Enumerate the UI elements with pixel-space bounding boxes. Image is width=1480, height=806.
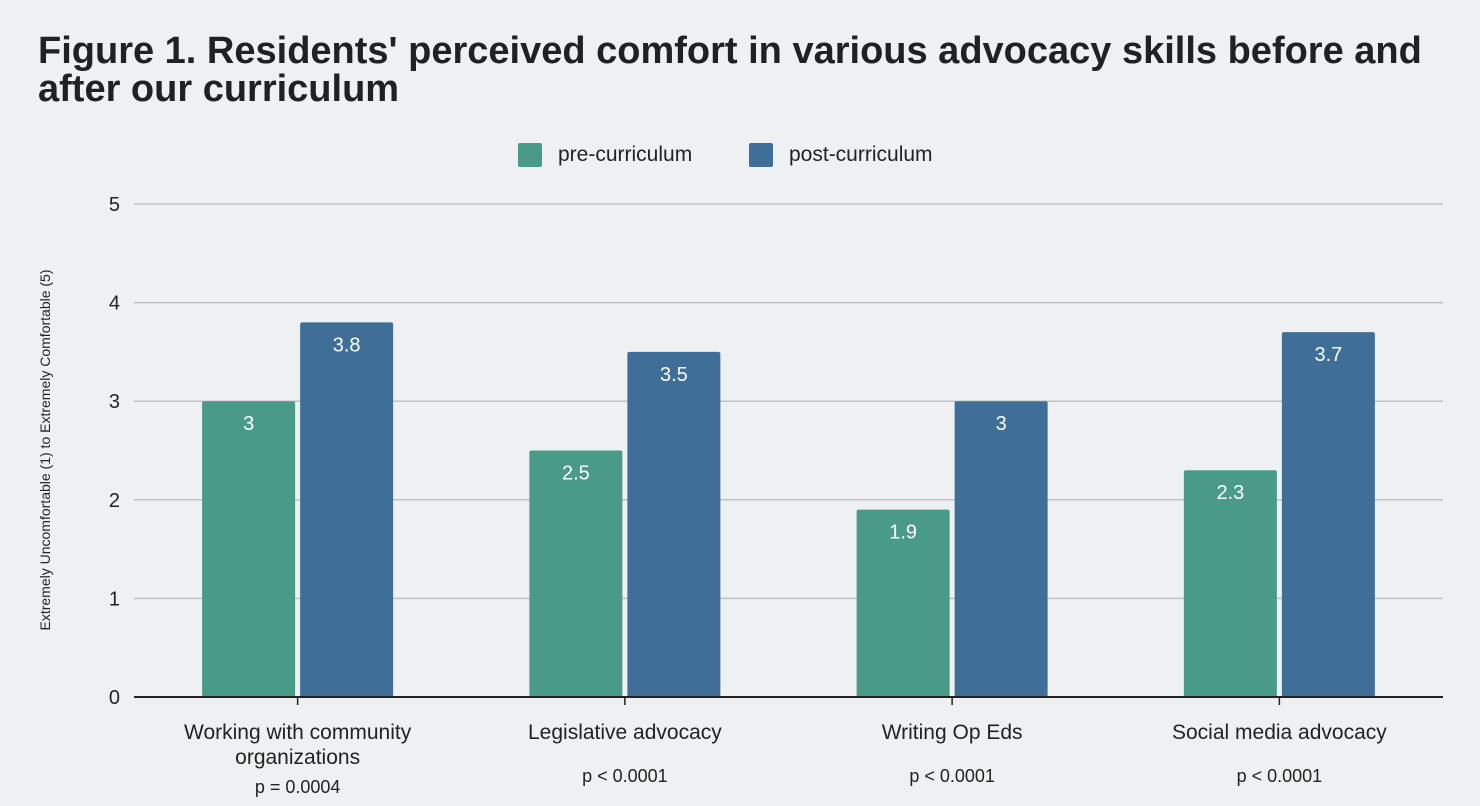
- data-label: 1.9: [889, 522, 917, 544]
- bar-pre-curriculum: [856, 509, 950, 697]
- data-label: 3: [243, 413, 254, 435]
- p-value-annotation: p < 0.0001: [582, 766, 668, 786]
- bar-pre-curriculum: [1183, 470, 1277, 697]
- data-label: 3.5: [660, 364, 688, 386]
- data-label: 2.5: [562, 463, 590, 485]
- data-label: 3.7: [1314, 344, 1342, 366]
- y-tick-label: 1: [109, 588, 120, 610]
- x-tick-label: Writing Op Eds: [882, 721, 1023, 744]
- legend-label: pre-curriculum: [558, 143, 692, 166]
- x-tick-label: Working with community organizations: [184, 721, 412, 769]
- x-tick-label: Social media advocacy: [1172, 721, 1387, 744]
- y-tick-label: 3: [109, 391, 120, 413]
- data-label: 3.8: [333, 334, 361, 356]
- y-tick-label: 0: [109, 687, 120, 709]
- legend: pre-curriculum post-curriculum: [518, 143, 933, 167]
- x-axis: Working with community organizations p = 0…: [134, 696, 1443, 797]
- data-label: 3: [996, 413, 1007, 435]
- p-value-annotation: p < 0.0001: [1237, 766, 1323, 786]
- bar-post-curriculum: [300, 322, 394, 697]
- chart-title: Figure 1. Residents' perceived comfort i…: [38, 30, 1422, 110]
- data-label: 2.3: [1216, 482, 1244, 504]
- legend-swatch: [749, 143, 773, 167]
- legend-label: post-curriculum: [789, 143, 933, 166]
- bars: 3 3.8 2.5 3.5 1.9 3 2.3 3.7: [202, 322, 1375, 697]
- y-tick-label: 2: [109, 490, 120, 512]
- y-tick-label: 5: [109, 194, 120, 216]
- legend-swatch: [518, 143, 542, 167]
- p-value-annotation: p < 0.0001: [909, 766, 995, 786]
- x-tick-label: Legislative advocacy: [528, 721, 722, 744]
- bar-pre-curriculum: [529, 450, 623, 697]
- y-axis-label: Extremely Uncomfortable (1) to Extremely…: [37, 270, 53, 631]
- p-value-annotation: p = 0.0004: [255, 777, 341, 797]
- bar-pre-curriculum: [202, 401, 296, 697]
- y-axis-ticks: 0 1 2 3 4 5: [109, 194, 120, 709]
- y-tick-label: 4: [109, 293, 120, 315]
- bar-post-curriculum: [1281, 332, 1375, 697]
- bar-post-curriculum: [627, 351, 721, 697]
- bar-post-curriculum: [954, 401, 1048, 697]
